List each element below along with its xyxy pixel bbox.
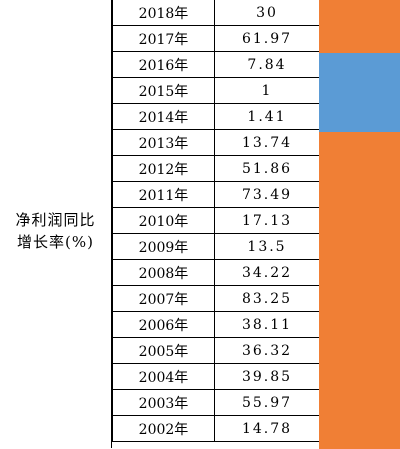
table-row: 2007年 83.25 [112, 285, 320, 312]
value-cell: 34.22 [214, 259, 320, 286]
value-cell: 17.13 [214, 207, 320, 234]
year-cell: 2010年 [112, 207, 215, 234]
table-row: 2017年 61.97 [112, 25, 320, 52]
table-row: 2004年 39.85 [112, 363, 320, 390]
year-cell: 2014年 [112, 103, 215, 130]
year-cell: 2011年 [112, 181, 215, 208]
metric-label-line-1: 净利润同比 [15, 211, 96, 229]
table-row: 2008年 34.22 [112, 259, 320, 286]
value-cell: 55.97 [214, 389, 320, 416]
metric-label-cell: 净利润同比 增长率(%) [0, 0, 112, 448]
value-cell: 51.86 [214, 155, 320, 182]
color-indicator-strip [319, 0, 400, 449]
table-row: 2016年 7.84 [112, 51, 320, 78]
year-cell: 2003年 [112, 389, 215, 416]
value-cell: 61.97 [214, 25, 320, 52]
value-cell: 38.11 [214, 311, 320, 338]
table-row: 2014年 1.41 [112, 103, 320, 130]
table-row: 2009年 13.5 [112, 233, 320, 260]
year-value-table: 2018年 30 2017年 61.97 2016年 7.84 2015年 1 2014年 1.4… [112, 0, 320, 442]
year-cell: 2002年 [112, 415, 215, 442]
year-cell: 2007年 [112, 285, 215, 312]
value-cell: 36.32 [214, 337, 320, 364]
table-row: 2015年 1 [112, 77, 320, 104]
year-cell: 2006年 [112, 311, 215, 338]
year-cell: 2005年 [112, 337, 215, 364]
year-cell: 2004年 [112, 363, 215, 390]
year-cell: 2018年 [112, 0, 215, 26]
year-cell: 2016年 [112, 51, 215, 78]
table-row: 2010年 17.13 [112, 207, 320, 234]
table-row: 2003年 55.97 [112, 389, 320, 416]
table-row: 2018年 30 [112, 0, 320, 26]
value-cell: 14.78 [214, 415, 320, 442]
year-cell: 2015年 [112, 77, 215, 104]
year-cell: 2013年 [112, 129, 215, 156]
year-cell: 2009年 [112, 233, 215, 260]
table-row: 2011年 73.49 [112, 181, 320, 208]
color-strip-segment [319, 132, 400, 449]
table-row: 2013年 13.74 [112, 129, 320, 156]
value-cell: 39.85 [214, 363, 320, 390]
table-row: 2012年 51.86 [112, 155, 320, 182]
value-cell: 73.49 [214, 181, 320, 208]
value-cell: 13.74 [214, 129, 320, 156]
value-cell: 13.5 [214, 233, 320, 260]
year-cell: 2017年 [112, 25, 215, 52]
table-row: 2002年 14.78 [112, 415, 320, 442]
value-cell: 83.25 [214, 285, 320, 312]
year-cell: 2012年 [112, 155, 215, 182]
value-cell: 1 [214, 77, 320, 104]
table-row: 2006年 38.11 [112, 311, 320, 338]
color-strip-segment [319, 52, 400, 132]
value-cell: 7.84 [214, 51, 320, 78]
metric-label-line-2: 增长率(%) [17, 233, 94, 251]
color-strip-segment [319, 0, 400, 53]
table-row: 2005年 36.32 [112, 337, 320, 364]
metric-label: 净利润同比 增长率(%) [15, 209, 95, 253]
value-cell: 1.41 [214, 103, 320, 130]
year-cell: 2008年 [112, 259, 215, 286]
value-cell: 30 [214, 0, 320, 26]
